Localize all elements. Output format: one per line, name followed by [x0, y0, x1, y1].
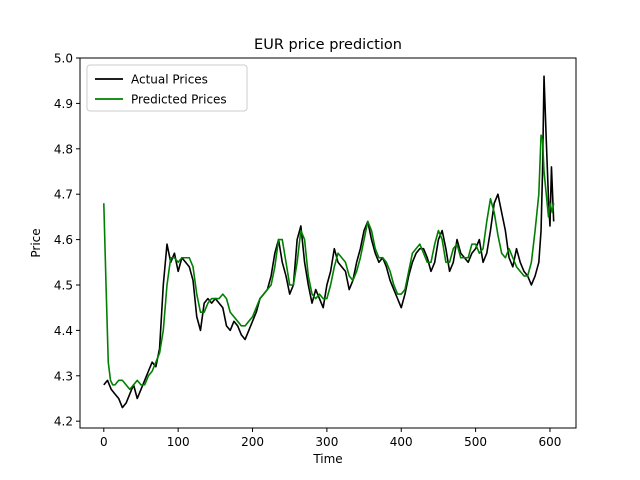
y-tick-label: 4.8 [54, 142, 73, 156]
series-layer [103, 75, 555, 409]
y-tick-label: 4.5 [54, 278, 73, 292]
series-line-1 [103, 75, 555, 409]
axes-frame [79, 57, 577, 429]
y-tick-label: 5.0 [54, 52, 73, 66]
x-tick-label: 400 [390, 435, 413, 449]
legend-label: Actual Prices [131, 73, 208, 87]
y-tick-label: 4.6 [54, 233, 73, 247]
axes-layer: 0 100 200 300 400 500 600 4.2 4.3 4.4 4.5 4.6 4.7 4.8… [54, 52, 577, 449]
x-axis-label: Time [312, 452, 342, 466]
y-tick-label: 4.3 [54, 369, 73, 383]
plot-area [80, 58, 576, 428]
y-tick-label: 4.2 [54, 415, 73, 429]
y-tick-label: 4.4 [54, 324, 73, 338]
legend: Actual Prices Predicted Prices [86, 64, 248, 112]
legend-box [86, 64, 248, 112]
chart-title: EUR price prediction [254, 37, 402, 53]
x-tick-label: 500 [464, 435, 487, 449]
y-axis-label: Price [29, 228, 43, 257]
x-tick-label: 0 [100, 435, 108, 449]
y-tick-label: 4.9 [54, 97, 73, 111]
x-tick-label: 300 [315, 435, 338, 449]
x-tick-label: 200 [241, 435, 264, 449]
legend-label: Predicted Prices [131, 93, 227, 107]
series-line-2 [103, 134, 555, 391]
x-tick-label: 600 [539, 435, 562, 449]
y-tick-label: 4.7 [54, 188, 73, 202]
x-tick-label: 100 [167, 435, 190, 449]
